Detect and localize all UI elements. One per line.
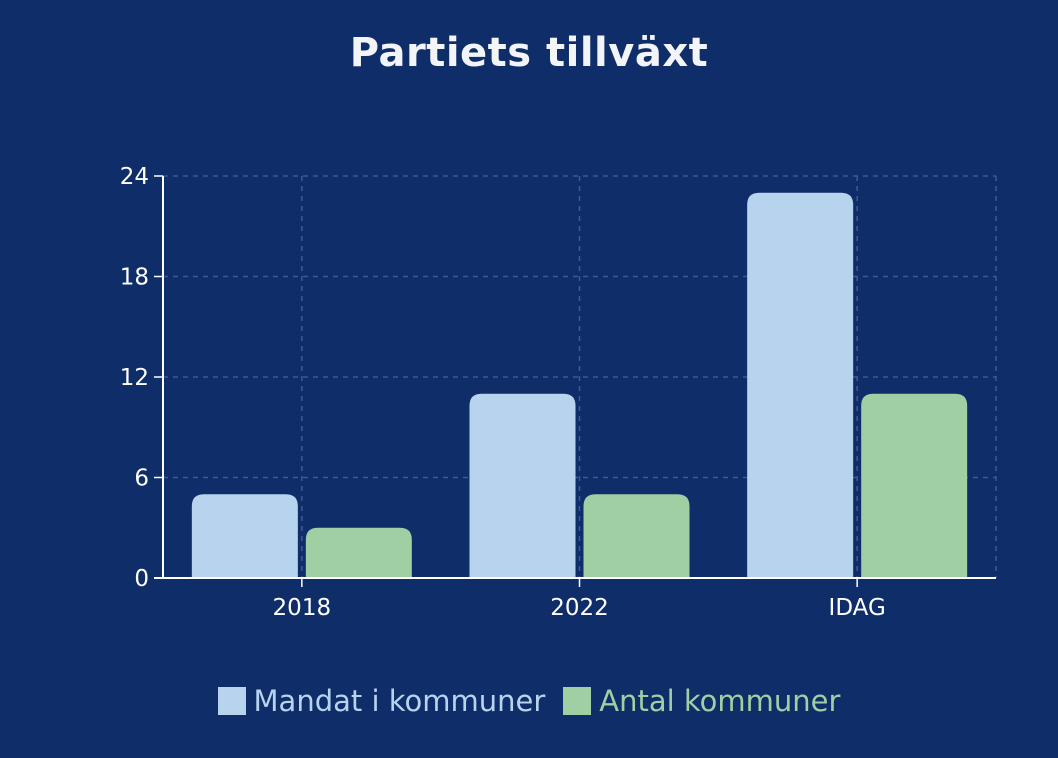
y-tick-label: 24 <box>120 164 149 190</box>
legend-label-antal: Antal kommuner <box>599 684 841 718</box>
legend-item-mandat[interactable]: Mandat i kommuner <box>217 684 546 718</box>
x-tick-label: 2022 <box>550 595 609 621</box>
bar-mandat-2022 <box>469 393 576 578</box>
bars <box>191 192 968 578</box>
legend-item-antal[interactable]: Antal kommuner <box>563 684 840 718</box>
bar-mandat-idag <box>747 192 854 578</box>
bar-mandat-2018 <box>191 494 298 578</box>
legend-swatch-antal <box>563 687 592 715</box>
legend-label-mandat: Mandat i kommuner <box>253 684 546 718</box>
legend: Mandat i kommuner Antal kommuner <box>0 684 1058 718</box>
y-tick-label: 12 <box>120 365 149 391</box>
x-tick-label: IDAG <box>829 595 886 621</box>
axes <box>154 175 996 587</box>
chart-title: Partiets tillväxt <box>349 30 709 76</box>
x-tick-label: 2018 <box>273 595 332 621</box>
y-tick-label: 6 <box>134 466 149 492</box>
bar-antal-2018 <box>305 527 412 578</box>
y-tick-label: 18 <box>120 265 149 291</box>
y-tick-label: 0 <box>134 566 149 592</box>
grid-lines <box>163 175 997 578</box>
tick-labels: 0 6 12 18 24 2018 2022 IDAG <box>120 164 886 621</box>
bar-antal-2022 <box>583 494 690 578</box>
bar-antal-idag <box>861 393 968 578</box>
legend-swatch-mandat <box>217 687 246 715</box>
